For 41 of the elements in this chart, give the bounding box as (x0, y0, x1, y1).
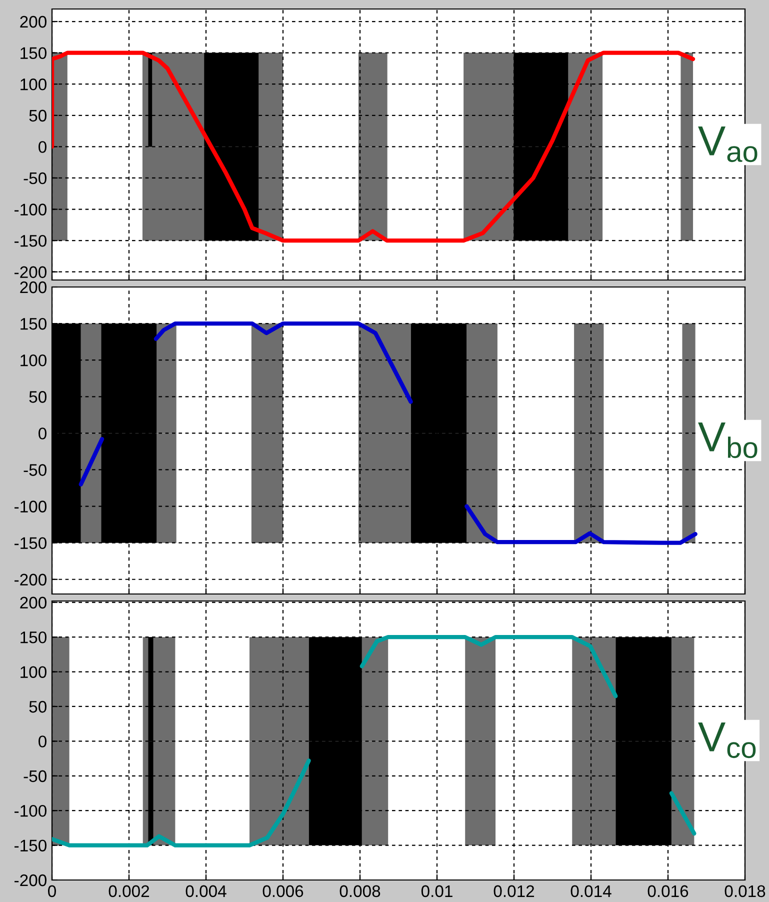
x-tick-label: 0.008 (340, 885, 380, 898)
y-tick-label: 150 (20, 631, 46, 644)
y-tick-label: 100 (20, 354, 46, 366)
y-tick-label: 200 (20, 596, 46, 609)
y-tick-label: 50 (29, 700, 46, 713)
x-tick-label: 0 (48, 885, 56, 898)
y-tick-label: -150 (14, 234, 46, 247)
y-tick-label: -150 (14, 840, 46, 852)
x-tick-label: 0.012 (494, 885, 534, 898)
y-tick-label: 0 (38, 736, 46, 748)
y-tick-label: -50 (24, 770, 46, 782)
y-tick-label: -100 (14, 204, 46, 216)
y-tick-label: -200 (14, 874, 46, 886)
x-tick-label: 0.016 (648, 885, 688, 898)
annotation: V$_{ao}$ (698, 126, 758, 162)
y-tick-label: 200 (20, 281, 46, 294)
x-tick-label: 0.01 (421, 885, 452, 898)
y-tick-label: 0 (38, 428, 46, 440)
x-tick-label: 0.018 (724, 885, 766, 898)
y-tick-label: 150 (20, 318, 46, 330)
y-tick-label: -200 (14, 574, 46, 586)
x-tick-label: 0.002 (108, 885, 150, 898)
x-tick-label: 0.004 (186, 885, 226, 898)
y-tick-label: -100 (14, 500, 46, 512)
y-tick-label: -200 (14, 266, 46, 278)
y-tick-label: -150 (14, 537, 46, 550)
annotation: V$_{bo}$ (698, 422, 758, 458)
y-tick-label: -50 (24, 464, 46, 476)
y-tick-label: 200 (20, 16, 46, 28)
x-tick-label: 0.006 (262, 885, 304, 898)
y-tick-label: 100 (20, 78, 46, 90)
line-series (52, 50, 696, 243)
annotation: V$_{co}$ (698, 722, 756, 758)
y-tick-label: 50 (29, 391, 46, 403)
y-tick-label: -50 (24, 172, 46, 184)
y-tick-label: 50 (29, 110, 46, 122)
y-tick-label: 150 (20, 47, 46, 60)
y-tick-label: 100 (20, 666, 46, 678)
x-tick-label: 0.014 (570, 885, 612, 898)
y-tick-label: -100 (14, 805, 46, 817)
y-tick-label: 0 (38, 141, 46, 153)
